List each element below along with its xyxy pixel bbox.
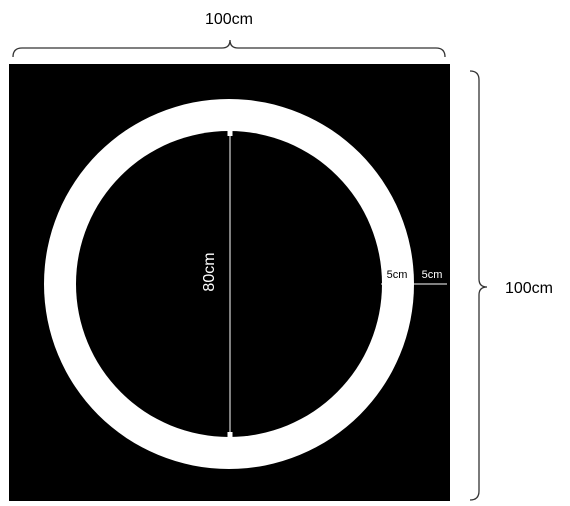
right-height-label: 100cm — [505, 280, 553, 297]
inner-black-circle — [76, 131, 382, 437]
diameter-bottom-marker — [227, 432, 233, 437]
ring-width-label: 5cm — [387, 269, 408, 281]
top-width-label: 100cm — [205, 11, 253, 28]
diameter-top-marker — [227, 131, 233, 136]
diameter-label: 80cm — [201, 252, 218, 291]
top-width-bracket — [12, 39, 446, 58]
outer-margin-label: 5cm — [422, 269, 443, 281]
right-height-bracket — [469, 70, 488, 501]
